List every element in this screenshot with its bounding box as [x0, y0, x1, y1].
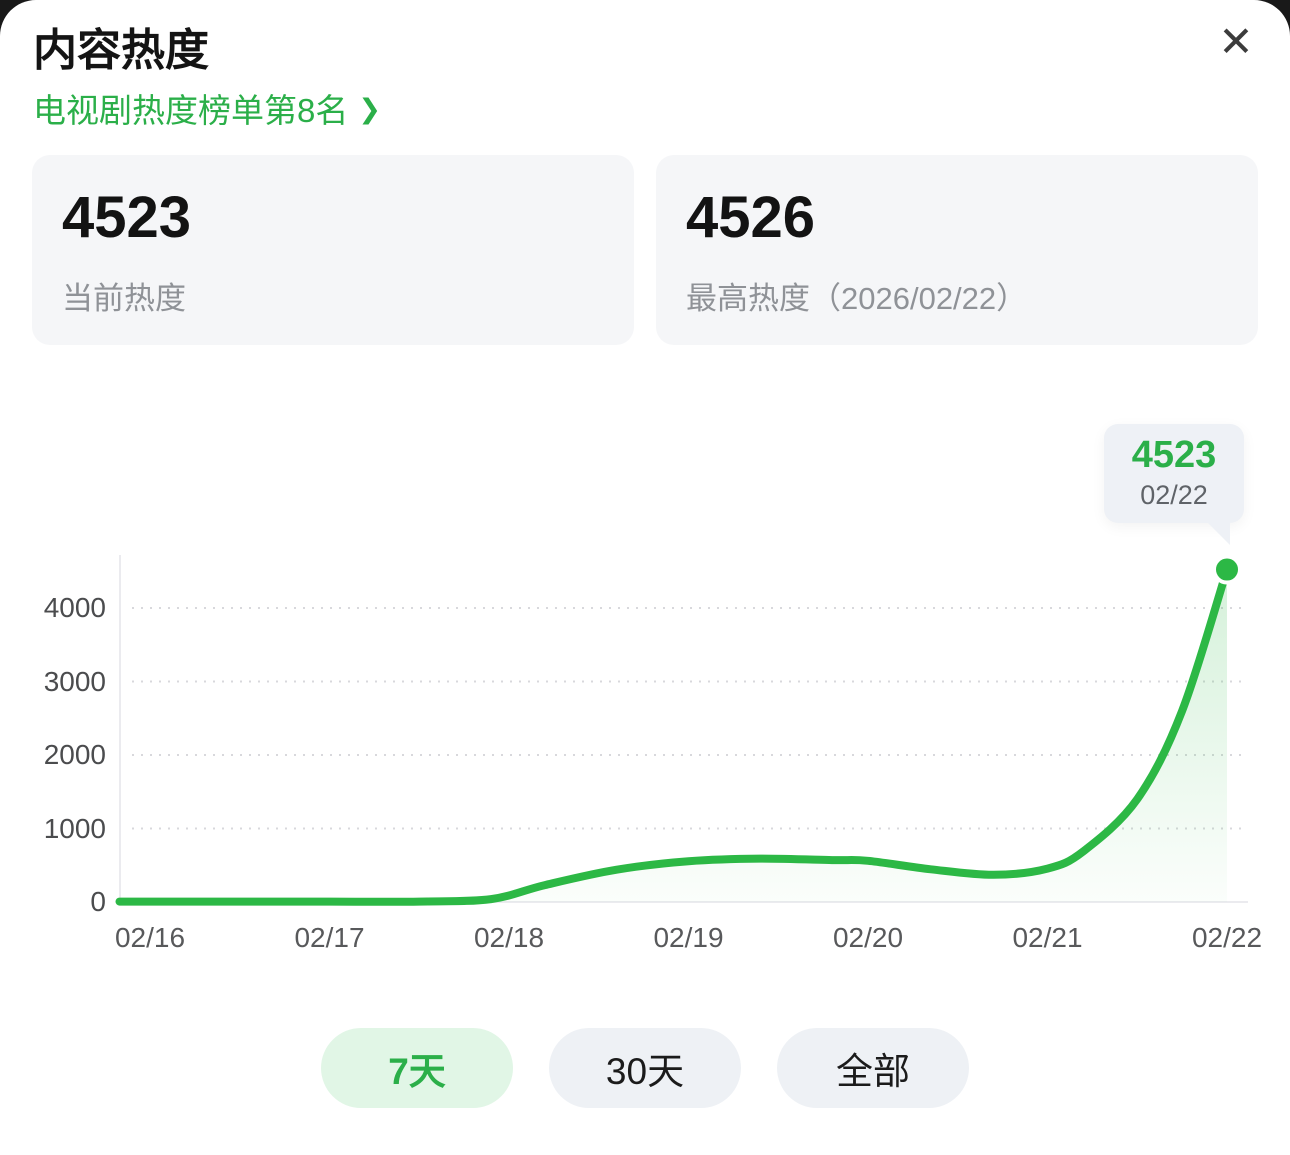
heat-trend-chart-canvas[interactable] — [0, 410, 1290, 970]
time-filter-30d[interactable]: 30天 — [549, 1028, 741, 1108]
y-tick-label: 2000 — [43, 739, 106, 770]
tooltip-tail-icon — [1206, 520, 1230, 545]
peak-heat-label: 最高热度（2026/02/22） — [686, 281, 1028, 316]
x-tick-label: 02/20 — [832, 922, 904, 953]
chart-tooltip: 4523 02/22 — [1104, 424, 1244, 545]
ranking-link-label: 电视剧热度榜单第8名 — [33, 92, 349, 129]
peak-heat-value: 4526 — [686, 185, 816, 250]
heat-line — [115, 565, 1231, 906]
x-tick-label: 02/17 — [294, 922, 365, 953]
y-tick-label: 1000 — [43, 812, 106, 844]
current-heat-label: 当前热度 — [62, 281, 186, 316]
time-range-filters: 7天 30天 全部 — [0, 1028, 1290, 1108]
peak-heat-card: 4526 最高热度（2026/02/22） — [656, 155, 1258, 345]
tooltip-value: 4523 — [1131, 434, 1217, 476]
y-tick-label: 0 — [90, 886, 106, 917]
y-tick-label: 3000 — [43, 665, 106, 697]
heat-trend-chart[interactable]: 0 1000 2000 3000 4000 02/16 02/17 02/18 02/19 02/… — [0, 410, 1290, 970]
x-tick-label: 02/21 — [1012, 922, 1083, 953]
highlighted-data-point[interactable] — [1212, 554, 1242, 585]
ranking-link[interactable]: 电视剧热度榜单第8名 ❯ — [33, 84, 381, 132]
close-icon[interactable]: ✕ — [1208, 14, 1264, 70]
x-tick-label: 02/16 — [114, 922, 186, 953]
x-tick-label: 02/22 — [1191, 922, 1263, 953]
current-heat-card: 4523 当前热度 — [32, 155, 634, 345]
x-tick-label: 02/18 — [473, 922, 545, 953]
stat-cards: 4523 当前热度 4526 最高热度（2026/02/22） — [32, 155, 1258, 345]
y-tick-label: 4000 — [43, 592, 106, 623]
x-tick-label: 02/19 — [653, 922, 724, 953]
current-heat-value: 4523 — [62, 185, 192, 250]
heat-area-fill — [119, 569, 1227, 902]
page-title: 内容热度 — [33, 26, 209, 75]
chevron-right-icon: ❯ — [358, 93, 381, 124]
time-filter-7d[interactable]: 7天 — [321, 1028, 513, 1108]
time-filter-all[interactable]: 全部 — [777, 1028, 969, 1108]
tooltip-date: 02/22 — [1140, 479, 1208, 510]
